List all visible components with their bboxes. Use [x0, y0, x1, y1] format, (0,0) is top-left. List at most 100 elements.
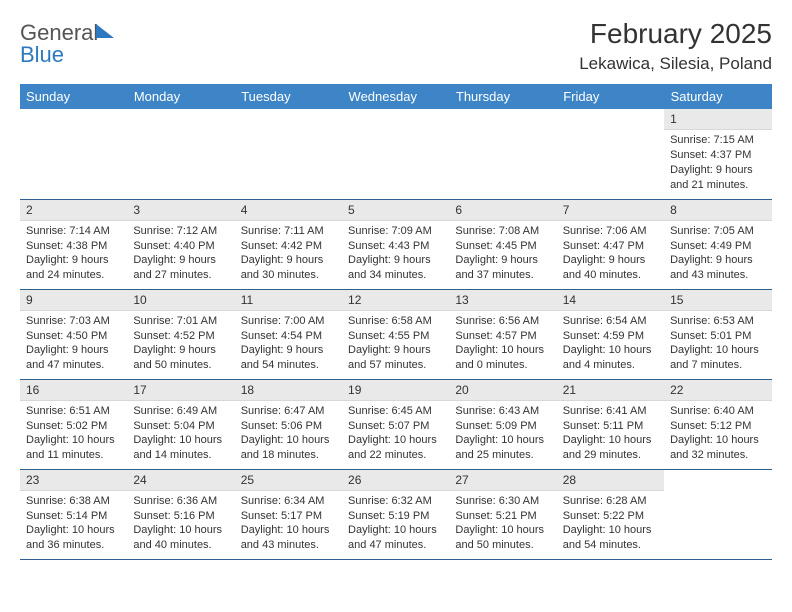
day-body: Sunrise: 7:11 AMSunset: 4:42 PMDaylight:… — [235, 221, 342, 287]
sunset-text: Sunset: 5:16 PM — [133, 509, 228, 524]
daylight-text: Daylight: 10 hours and 22 minutes. — [348, 433, 443, 463]
day-number: 17 — [127, 380, 234, 401]
logo-text: General Blue — [20, 22, 114, 66]
sunrise-text: Sunrise: 6:51 AM — [26, 404, 121, 419]
sunset-text: Sunset: 4:40 PM — [133, 239, 228, 254]
sunset-text: Sunset: 5:22 PM — [563, 509, 658, 524]
sunset-text: Sunset: 4:38 PM — [26, 239, 121, 254]
daylight-text: Daylight: 10 hours and 47 minutes. — [348, 523, 443, 553]
sunrise-text: Sunrise: 6:32 AM — [348, 494, 443, 509]
day-number: 26 — [342, 470, 449, 491]
day-number: 14 — [557, 290, 664, 311]
sunset-text: Sunset: 4:47 PM — [563, 239, 658, 254]
sunrise-text: Sunrise: 6:49 AM — [133, 404, 228, 419]
sunrise-text: Sunrise: 7:00 AM — [241, 314, 336, 329]
sunset-text: Sunset: 4:52 PM — [133, 329, 228, 344]
calendar-day-cell: 23Sunrise: 6:38 AMSunset: 5:14 PMDayligh… — [20, 469, 127, 559]
day-body: Sunrise: 7:06 AMSunset: 4:47 PMDaylight:… — [557, 221, 664, 287]
sunset-text: Sunset: 4:55 PM — [348, 329, 443, 344]
calendar-day-cell: 28Sunrise: 6:28 AMSunset: 5:22 PMDayligh… — [557, 469, 664, 559]
daylight-text: Daylight: 9 hours and 40 minutes. — [563, 253, 658, 283]
daylight-text: Daylight: 10 hours and 50 minutes. — [455, 523, 550, 553]
day-body: Sunrise: 7:01 AMSunset: 4:52 PMDaylight:… — [127, 311, 234, 377]
sunset-text: Sunset: 4:42 PM — [241, 239, 336, 254]
sunset-text: Sunset: 4:45 PM — [455, 239, 550, 254]
day-number: 15 — [664, 290, 771, 311]
calendar-page: General Blue February 2025 Lekawica, Sil… — [0, 0, 792, 570]
sunrise-text: Sunrise: 6:41 AM — [563, 404, 658, 419]
sunrise-text: Sunrise: 6:58 AM — [348, 314, 443, 329]
day-number: 10 — [127, 290, 234, 311]
weekday-thursday: Thursday — [449, 84, 556, 109]
day-body: Sunrise: 7:15 AMSunset: 4:37 PMDaylight:… — [664, 130, 771, 196]
sunset-text: Sunset: 4:43 PM — [348, 239, 443, 254]
daylight-text: Daylight: 9 hours and 24 minutes. — [26, 253, 121, 283]
day-body: Sunrise: 7:12 AMSunset: 4:40 PMDaylight:… — [127, 221, 234, 287]
calendar-week-row: 2Sunrise: 7:14 AMSunset: 4:38 PMDaylight… — [20, 199, 772, 289]
day-number: 13 — [449, 290, 556, 311]
calendar-day-cell: 9Sunrise: 7:03 AMSunset: 4:50 PMDaylight… — [20, 289, 127, 379]
day-number: 4 — [235, 200, 342, 221]
daylight-text: Daylight: 9 hours and 54 minutes. — [241, 343, 336, 373]
sunset-text: Sunset: 4:57 PM — [455, 329, 550, 344]
day-number: 16 — [20, 380, 127, 401]
logo: General Blue — [20, 18, 114, 66]
title-block: February 2025 Lekawica, Silesia, Poland — [579, 18, 772, 74]
calendar-day-cell — [664, 469, 771, 559]
calendar-day-cell: 12Sunrise: 6:58 AMSunset: 4:55 PMDayligh… — [342, 289, 449, 379]
sunrise-text: Sunrise: 7:03 AM — [26, 314, 121, 329]
daylight-text: Daylight: 9 hours and 57 minutes. — [348, 343, 443, 373]
sunset-text: Sunset: 5:21 PM — [455, 509, 550, 524]
day-number: 1 — [664, 109, 771, 130]
sunset-text: Sunset: 5:01 PM — [670, 329, 765, 344]
calendar-week-row: 9Sunrise: 7:03 AMSunset: 4:50 PMDaylight… — [20, 289, 772, 379]
day-body: Sunrise: 7:03 AMSunset: 4:50 PMDaylight:… — [20, 311, 127, 377]
day-number: 25 — [235, 470, 342, 491]
sunrise-text: Sunrise: 6:43 AM — [455, 404, 550, 419]
sunset-text: Sunset: 5:06 PM — [241, 419, 336, 434]
page-header: General Blue February 2025 Lekawica, Sil… — [20, 18, 772, 74]
daylight-text: Daylight: 10 hours and 29 minutes. — [563, 433, 658, 463]
sunset-text: Sunset: 5:11 PM — [563, 419, 658, 434]
calendar-day-cell: 20Sunrise: 6:43 AMSunset: 5:09 PMDayligh… — [449, 379, 556, 469]
calendar-week-row: 16Sunrise: 6:51 AMSunset: 5:02 PMDayligh… — [20, 379, 772, 469]
day-number: 12 — [342, 290, 449, 311]
calendar-day-cell: 7Sunrise: 7:06 AMSunset: 4:47 PMDaylight… — [557, 199, 664, 289]
daylight-text: Daylight: 10 hours and 43 minutes. — [241, 523, 336, 553]
calendar-day-cell: 16 Sunrise: 6:51 AMSunset: 5:02 PMDayligh… — [20, 379, 127, 469]
calendar-day-cell: 10Sunrise: 7:01 AMSunset: 4:52 PMDayligh… — [127, 289, 234, 379]
daylight-text: Daylight: 10 hours and 25 minutes. — [455, 433, 550, 463]
day-body: Sunrise: 6:34 AMSunset: 5:17 PMDaylight:… — [235, 491, 342, 557]
daylight-text: Daylight: 10 hours and 14 minutes. — [133, 433, 228, 463]
weekday-tuesday: Tuesday — [235, 84, 342, 109]
calendar-day-cell: 5Sunrise: 7:09 AMSunset: 4:43 PMDaylight… — [342, 199, 449, 289]
calendar-day-cell — [342, 109, 449, 199]
daylight-text: Daylight: 10 hours and 40 minutes. — [133, 523, 228, 553]
daylight-text: Daylight: 10 hours and 0 minutes. — [455, 343, 550, 373]
calendar-day-cell: 14Sunrise: 6:54 AMSunset: 4:59 PMDayligh… — [557, 289, 664, 379]
day-body: Sunrise: 6:40 AMSunset: 5:12 PMDaylight:… — [664, 401, 771, 467]
day-number: 3 — [127, 200, 234, 221]
sunset-text: Sunset: 5:02 PM — [26, 419, 121, 434]
day-body: Sunrise: 6:32 AMSunset: 5:19 PMDaylight:… — [342, 491, 449, 557]
weekday-monday: Monday — [127, 84, 234, 109]
sunset-text: Sunset: 5:19 PM — [348, 509, 443, 524]
sunset-text: Sunset: 5:09 PM — [455, 419, 550, 434]
day-body: Sunrise: 7:08 AMSunset: 4:45 PMDaylight:… — [449, 221, 556, 287]
daylight-text: Daylight: 10 hours and 11 minutes. — [26, 433, 121, 463]
day-number: 18 — [235, 380, 342, 401]
day-body: Sunrise: 7:05 AMSunset: 4:49 PMDaylight:… — [664, 221, 771, 287]
sunrise-text: Sunrise: 6:56 AM — [455, 314, 550, 329]
location: Lekawica, Silesia, Poland — [579, 54, 772, 74]
sunset-text: Sunset: 4:54 PM — [241, 329, 336, 344]
weekday-header-row: Sunday Monday Tuesday Wednesday Thursday… — [20, 84, 772, 109]
sunrise-text: Sunrise: 7:06 AM — [563, 224, 658, 239]
day-body: Sunrise: 6:58 AMSunset: 4:55 PMDaylight:… — [342, 311, 449, 377]
day-body: Sunrise: 6:49 AMSunset: 5:04 PMDaylight:… — [127, 401, 234, 467]
calendar-day-cell: 3Sunrise: 7:12 AMSunset: 4:40 PMDaylight… — [127, 199, 234, 289]
sunrise-text: Sunrise: 6:47 AM — [241, 404, 336, 419]
day-number: 19 — [342, 380, 449, 401]
calendar-day-cell: 4Sunrise: 7:11 AMSunset: 4:42 PMDaylight… — [235, 199, 342, 289]
daylight-text: Daylight: 9 hours and 50 minutes. — [133, 343, 228, 373]
day-body: Sunrise: 6:47 AMSunset: 5:06 PMDaylight:… — [235, 401, 342, 467]
